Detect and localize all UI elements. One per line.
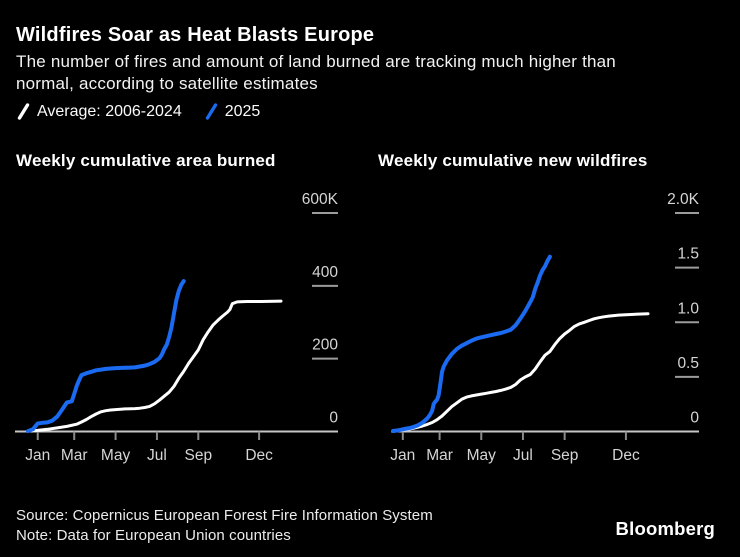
subtitle-line-2: normal, according to satellite estimates xyxy=(16,73,318,93)
x-tick-label: Jul xyxy=(147,447,167,464)
legend-label-2025: 2025 xyxy=(224,102,261,120)
y-tick-label: 0 xyxy=(690,410,699,427)
legend-item-2025: 2025 xyxy=(204,102,261,121)
x-tick-label: Jul xyxy=(513,447,533,464)
source-line: Source: Copernicus European Forest Fire … xyxy=(16,507,433,524)
legend-item-average: Average: 2006-2024 xyxy=(16,102,182,121)
x-tick-label: Dec xyxy=(245,447,273,464)
subtitle: The number of fires and amount of land b… xyxy=(16,51,616,94)
series-line-2025 xyxy=(391,254,552,433)
chart-legend: Average: 2006-2024 2025 xyxy=(16,102,260,121)
x-tick-label: Jan xyxy=(390,447,415,464)
x-tick-label: Dec xyxy=(612,447,640,464)
x-tick-label: May xyxy=(101,447,131,464)
series-line-average xyxy=(26,299,283,433)
bloomberg-logo: Bloomberg xyxy=(615,518,715,539)
y-tick-label: 0.5 xyxy=(677,355,699,372)
note-line: Note: Data for European Union countries xyxy=(16,527,291,544)
average-swatch-stroke xyxy=(17,103,30,120)
series-line-average xyxy=(391,312,650,433)
y-tick-label: 200 xyxy=(312,337,338,354)
y-tick-label: 1.5 xyxy=(677,246,699,263)
subtitle-line-1: The number of fires and amount of land b… xyxy=(16,52,616,71)
x-tick-label: Mar xyxy=(426,447,453,464)
2025-line-swatch-icon xyxy=(205,103,217,120)
average-line-swatch-icon xyxy=(17,103,30,120)
chart-title-new-wildfires: Weekly cumulative new wildfires xyxy=(378,151,648,170)
2025-swatch-stroke xyxy=(205,103,217,120)
legend-label-average: Average: 2006-2024 xyxy=(37,102,182,120)
x-tick-label: Jan xyxy=(25,447,50,464)
chart-title-area-burned: Weekly cumulative area burned xyxy=(16,151,276,170)
x-tick-label: May xyxy=(467,447,497,464)
footer: Source: Copernicus European Forest Fire … xyxy=(16,506,433,546)
y-tick-label: 0 xyxy=(329,410,338,427)
series-line-2025 xyxy=(26,279,186,434)
y-tick-label: 400 xyxy=(312,264,338,281)
x-tick-label: Mar xyxy=(61,447,88,464)
y-tick-label: 2.0K xyxy=(667,191,700,208)
x-tick-label: Sep xyxy=(184,447,212,464)
y-tick-label: 1.0 xyxy=(677,300,699,317)
x-tick-label: Sep xyxy=(551,447,579,464)
y-tick-label: 600K xyxy=(302,191,339,208)
page-title: Wildfires Soar as Heat Blasts Europe xyxy=(16,24,375,46)
